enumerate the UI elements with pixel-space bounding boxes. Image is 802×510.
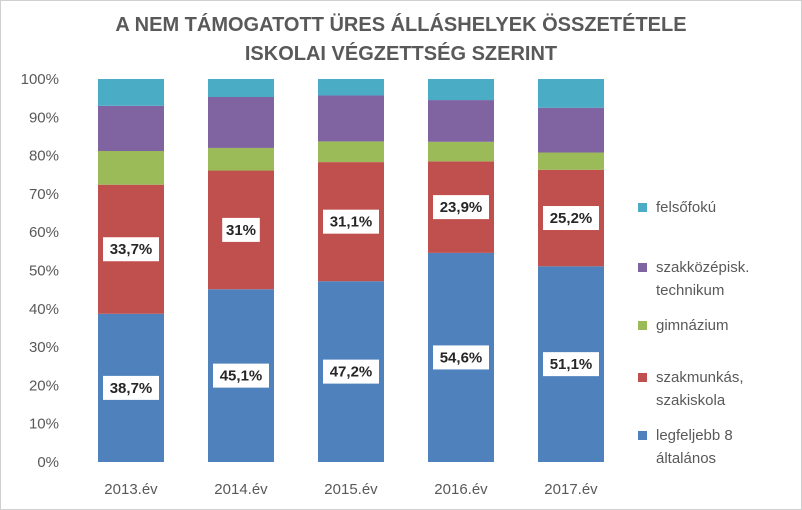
data-label-box — [433, 195, 489, 220]
y-tick-label: 30% — [29, 339, 59, 356]
data-label-box — [323, 209, 379, 234]
bar-segment — [208, 147, 274, 171]
data-label-box — [213, 363, 269, 388]
bar-segment — [538, 107, 604, 153]
data-label: 45,1% — [220, 368, 263, 385]
data-label-box — [222, 217, 260, 242]
bar-segment — [538, 152, 604, 170]
bar-segment — [98, 151, 164, 185]
y-tick-label: 60% — [29, 224, 59, 241]
bar-segment — [428, 100, 494, 142]
legend-label: szakközépisk. technikum — [656, 259, 750, 299]
bar-segment — [538, 79, 604, 108]
bar-segment — [428, 79, 494, 101]
bar-segment — [98, 105, 164, 152]
x-tick-label: 2014.év — [214, 481, 268, 498]
legend-swatch — [638, 263, 647, 272]
legend-swatch — [638, 321, 647, 330]
data-label: 54,6% — [440, 349, 483, 366]
legend-label: felsőfokú — [656, 199, 717, 216]
data-label-box — [103, 375, 159, 400]
y-tick-label: 100% — [21, 71, 59, 88]
data-label: 23,9% — [440, 199, 483, 216]
chart-title-line-2: ISKOLAI VÉGZETTSÉG SZERINT — [244, 43, 558, 65]
y-tick-label: 20% — [29, 377, 59, 394]
data-label: 51,1% — [550, 356, 593, 373]
legend-label: szakmunkás, szakiskola — [656, 369, 744, 409]
legend-label: legfeljebb 8 általános — [656, 427, 733, 467]
legend-swatch — [638, 203, 647, 212]
y-tick-label: 80% — [29, 148, 59, 165]
x-tick-label: 2017.év — [544, 481, 598, 498]
y-tick-label: 0% — [37, 454, 59, 471]
legend-swatch — [638, 431, 647, 440]
data-label: 31,1% — [330, 214, 373, 231]
data-label: 47,2% — [330, 364, 373, 381]
data-label-box — [543, 206, 599, 231]
y-tick-label: 90% — [29, 109, 59, 126]
y-tick-label: 70% — [29, 186, 59, 203]
data-label-box — [103, 237, 159, 262]
x-tick-label: 2015.év — [324, 481, 378, 498]
chart-title: A NEM TÁMOGATOTT ÜRES ÁLLÁSHELYEK ÖSSZET… — [1, 11, 801, 69]
legend-swatch — [638, 373, 647, 382]
legend-label: gimnázium — [656, 317, 729, 334]
data-label: 38,7% — [110, 380, 153, 397]
bar-segment — [98, 79, 164, 106]
data-label-box — [323, 359, 379, 384]
data-label-box — [433, 345, 489, 370]
bar-segment — [208, 79, 274, 98]
x-tick-label: 2016.év — [434, 481, 488, 498]
data-label: 33,7% — [110, 241, 153, 258]
bar-segment — [208, 97, 274, 148]
x-tick-label: 2013.év — [104, 481, 158, 498]
bar-segment — [318, 95, 384, 142]
y-tick-label: 50% — [29, 263, 59, 280]
data-label-box — [543, 352, 599, 377]
bar-segment — [428, 141, 494, 162]
chart-title-line-1: A NEM TÁMOGATOTT ÜRES ÁLLÁSHELYEK ÖSSZET… — [115, 14, 687, 36]
data-label: 25,2% — [550, 210, 593, 227]
y-tick-label: 40% — [29, 301, 59, 318]
data-label: 31% — [226, 222, 256, 239]
y-tick-label: 10% — [29, 416, 59, 433]
bar-segment — [318, 141, 384, 163]
bar-segment — [318, 79, 384, 96]
